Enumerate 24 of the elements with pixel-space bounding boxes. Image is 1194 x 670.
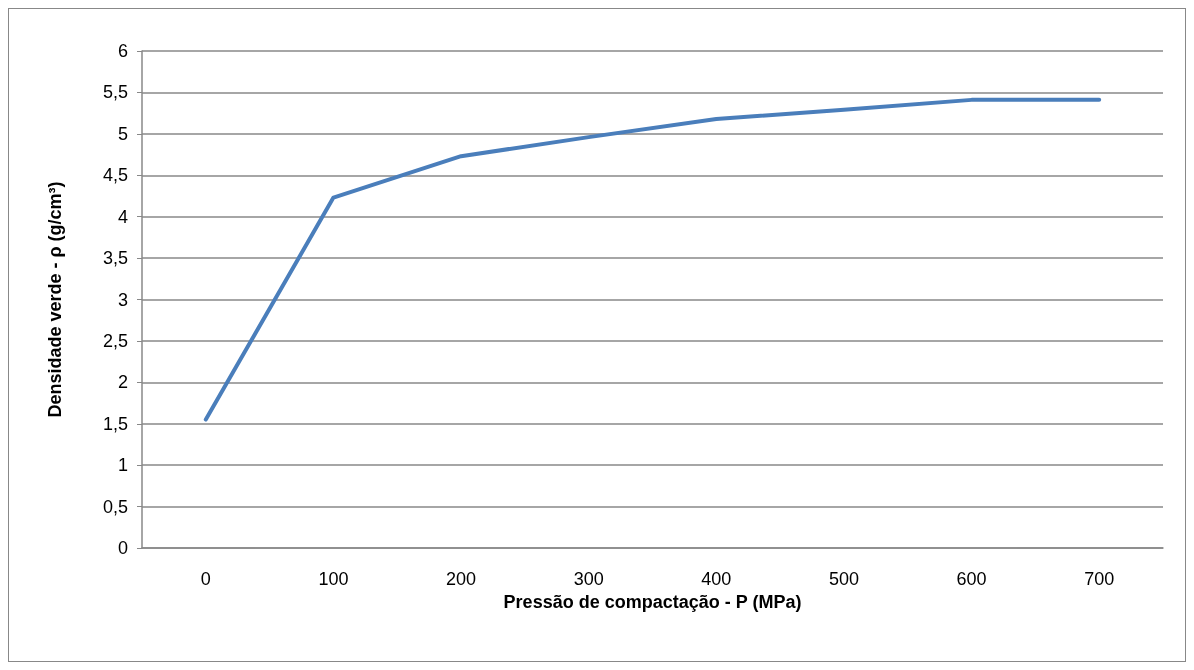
y-axis-title: Densidade verde - ρ (g/cm³) — [45, 181, 65, 418]
y-tick-label: 1 — [117, 455, 128, 476]
x-tick-label: 200 — [446, 569, 477, 589]
y-tick-label: 5 — [117, 123, 128, 144]
y-tick-label: 4 — [117, 206, 128, 227]
y-tick-label: 3 — [117, 289, 128, 310]
x-tick-label: 0 — [200, 569, 211, 589]
x-tick-label: 400 — [701, 569, 732, 589]
y-tick-label: 2 — [117, 372, 128, 393]
y-tick-label: 2,5 — [102, 330, 128, 351]
y-tick-label: 0,5 — [102, 496, 128, 517]
y-tick-label: 6 — [117, 41, 128, 61]
x-tick-label: 600 — [956, 569, 987, 589]
y-tick-label: 3,5 — [102, 248, 128, 269]
y-tick-label: 0 — [117, 538, 128, 558]
y-tick-label: 1,5 — [102, 413, 128, 434]
x-tick-label: 300 — [573, 569, 604, 589]
x-tick-label: 100 — [318, 569, 349, 589]
line-series — [203, 97, 1102, 422]
x-tick-label: 700 — [1084, 569, 1115, 589]
y-tick-label: 5,5 — [102, 82, 128, 103]
x-axis-title: Pressão de compactação - P (MPa) — [503, 592, 802, 612]
x-tick-label: 500 — [828, 569, 859, 589]
y-tick-label: 4,5 — [102, 165, 128, 186]
